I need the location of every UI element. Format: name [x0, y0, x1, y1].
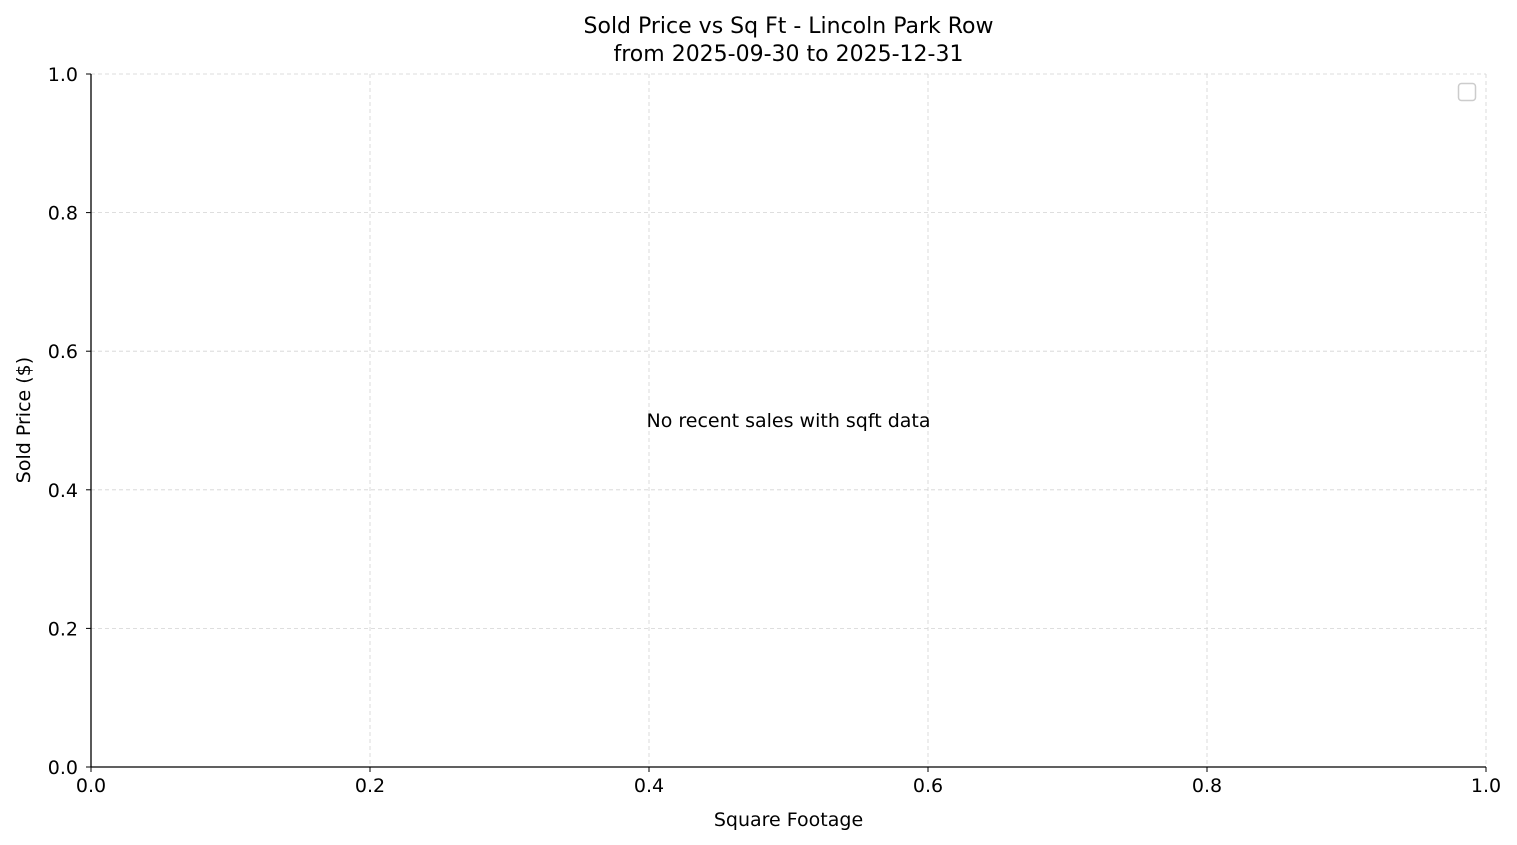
- no-data-annotation: No recent sales with sqft data: [646, 410, 930, 432]
- y-tick-label: 0.4: [48, 480, 78, 502]
- ticks: 0.0 0.2 0.4 0.6 0.8 1.0 0.0 0.2 0.4 0.6 0.8 1.0: [48, 64, 1501, 797]
- chart-subtitle: from 2025-09-30 to 2025-12-31: [614, 42, 964, 67]
- x-tick-label: 0.2: [355, 775, 385, 797]
- x-tick-label: 0.0: [76, 775, 106, 797]
- x-tick-label: 1.0: [1471, 775, 1501, 797]
- y-axis-label: Sold Price ($): [13, 357, 35, 483]
- legend-box: [1457, 82, 1477, 102]
- chart-title: Sold Price vs Sq Ft - Lincoln Park Row: [584, 14, 994, 39]
- grid: [91, 73, 1487, 767]
- x-tick-label: 0.8: [1192, 775, 1222, 797]
- y-tick-label: 0.2: [48, 618, 78, 640]
- x-tick-label: 0.4: [634, 775, 664, 797]
- y-tick-label: 0.0: [48, 757, 78, 779]
- x-tick-label: 0.6: [913, 775, 943, 797]
- y-tick-label: 0.6: [48, 341, 78, 363]
- y-tick-label: 1.0: [48, 64, 78, 86]
- x-axis-label: Square Footage: [714, 809, 863, 831]
- y-tick-label: 0.8: [48, 203, 78, 225]
